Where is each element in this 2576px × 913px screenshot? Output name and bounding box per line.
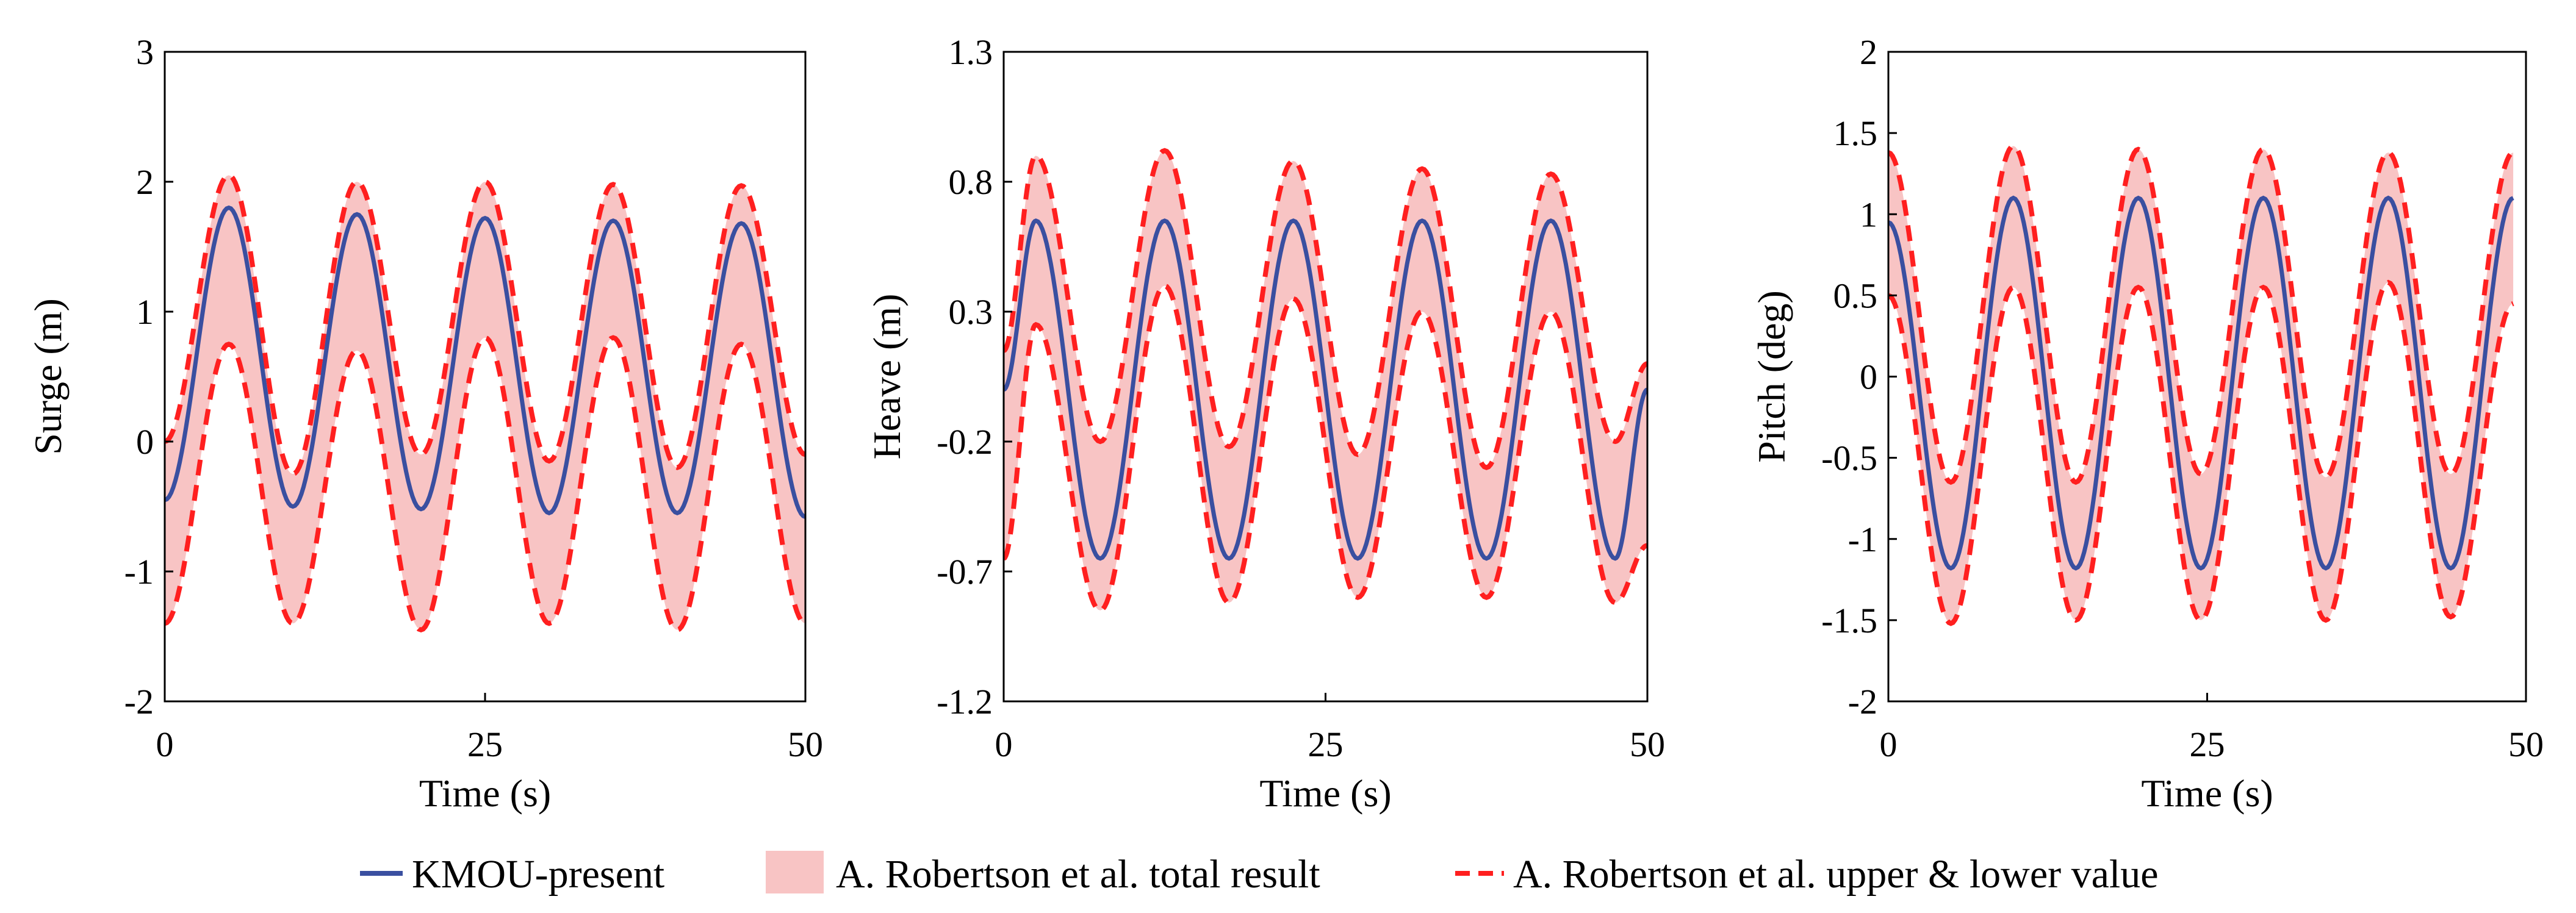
- pitch-series-kmou-present: [1888, 195, 2514, 571]
- legend-label-upper-lower: A. Robertson et al. upper & lower value: [1513, 852, 2159, 897]
- heave-series-lower-value: [1004, 283, 1647, 614]
- heave-series-kmou-present: [1004, 218, 1647, 561]
- legend-label-total-result: A. Robertson et al. total result: [836, 852, 1320, 897]
- heave-ytick-label: 0.3: [949, 292, 993, 332]
- pitch-xtick-label: 0: [1880, 725, 1898, 764]
- heave-ytick-label: -0.7: [937, 552, 993, 592]
- surge-xtick-label: 0: [156, 725, 174, 764]
- pitch-xtick-label: 25: [2190, 725, 2225, 764]
- pitch-ylabel: Pitch (deg): [1750, 290, 1793, 463]
- pitch-plot-area: [1888, 143, 2514, 626]
- surge-band-total-result: [165, 175, 805, 630]
- pitch-band-total-result: [1888, 146, 2514, 624]
- heave-xtick-label: 0: [995, 725, 1013, 764]
- heave-xtick-label: 50: [1630, 725, 1665, 764]
- pitch-ytick-label: 2: [1860, 32, 1877, 72]
- surge-ylabel: Surge (m): [26, 298, 70, 455]
- surge-ytick-label: -2: [124, 682, 154, 721]
- pitch-ytick-label: -2: [1848, 682, 1877, 721]
- surge-ytick-label: -1: [124, 552, 154, 592]
- heave-xlabel: Time (s): [1259, 772, 1391, 815]
- surge-ytick-label: 2: [136, 162, 154, 202]
- heave-series-upper-value: [1004, 148, 1647, 470]
- chart-surge: -2 -1 0 1 2 3 0 25 50 Time (s) Surge (m): [26, 32, 823, 815]
- heave-plot-area: [1004, 148, 1647, 614]
- heave-ytick-label: -0.2: [937, 422, 993, 462]
- pitch-ytick-label: -1.5: [1821, 601, 1877, 640]
- heave-ytick-label: 0.8: [949, 162, 993, 202]
- pitch-ytick-label: -1: [1848, 520, 1877, 559]
- pitch-ytick-label: 1.5: [1833, 113, 1878, 153]
- chart-panels: -2 -1 0 1 2 3 0 25 50 Time (s) Surge (m) -1.2 -0.7 -0…: [26, 32, 2544, 815]
- heave-xtick-label: 25: [1308, 725, 1344, 764]
- chart-heave: -1.2 -0.7 -0.2 0.3 0.8 1.3 0 25 50 Time (s) Heave …: [865, 32, 1665, 815]
- surge-ytick-label: 0: [136, 422, 154, 462]
- pitch-series-lower-value: [1888, 279, 2514, 626]
- surge-xlabel: Time (s): [419, 772, 551, 815]
- pitch-ytick-label: 1: [1860, 195, 1877, 234]
- legend-swatch-total-result: [766, 851, 824, 893]
- chart-pitch: -2 -1.5 -1 -0.5 0 0.5 1 1.5 2 0 25 50 Time (s) Pitch …: [1750, 32, 2544, 815]
- surge-ytick-label: 3: [136, 32, 154, 72]
- surge-xtick-label: 25: [467, 725, 503, 764]
- pitch-series-upper-value: [1888, 143, 2514, 485]
- pitch-xlabel: Time (s): [2141, 772, 2273, 815]
- pitch-xtick-label: 50: [2508, 725, 2544, 764]
- surge-series-kmou-present: [165, 205, 805, 519]
- pitch-ytick-label: -0.5: [1821, 439, 1877, 478]
- pitch-ytick-label: 0: [1860, 357, 1877, 397]
- surge-xtick-label: 50: [788, 725, 823, 764]
- surge-plot-area: [165, 173, 805, 633]
- legend-label-kmou: KMOU-present: [412, 852, 664, 897]
- surge-ytick-label: 1: [136, 292, 154, 332]
- heave-ytick-label: -1.2: [937, 682, 993, 721]
- heave-ylabel: Heave (m): [865, 294, 908, 460]
- legend: KMOU-present A. Robertson et al. total r…: [360, 851, 2159, 897]
- heave-ytick-label: 1.3: [949, 32, 993, 72]
- pitch-ytick-label: 0.5: [1833, 276, 1878, 315]
